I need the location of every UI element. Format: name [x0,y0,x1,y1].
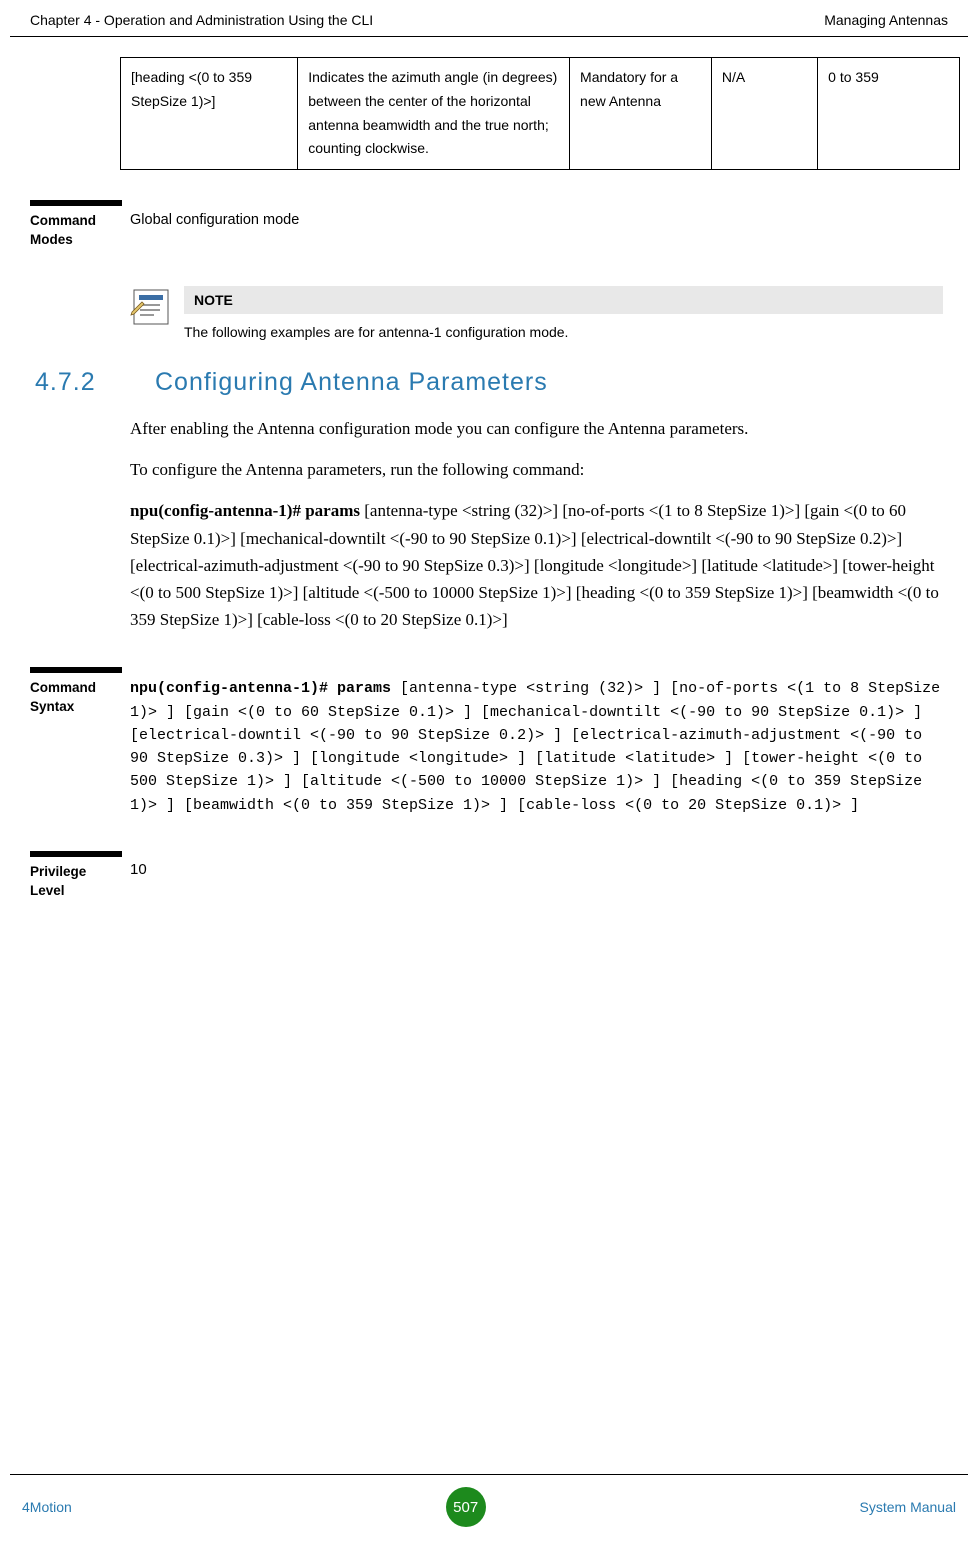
command-syntax-value: npu(config-antenna-1)# params [antenna-t… [122,667,943,817]
footer-left: 4Motion [22,1499,72,1515]
privilege-label: Privilege Level [30,851,122,901]
note-title: NOTE [184,286,943,314]
syntax-rest: [antenna-type <string (32)> ] [no-of-por… [130,680,940,813]
body-command: npu(config-antenna-1)# params [antenna-t… [130,497,943,633]
body-paragraph-1: After enabling the Antenna configuration… [130,415,943,442]
page-footer: 4Motion 507 System Manual [10,1474,968,1535]
section-title: Configuring Antenna Parameters [155,368,548,397]
command-rest: [antenna-type <string (32)>] [no-of-port… [130,501,939,629]
body-paragraph-2: To configure the Antenna parameters, run… [130,456,943,483]
page-number: 507 [453,1499,478,1516]
header-right: Managing Antennas [824,12,948,28]
header-left: Chapter 4 - Operation and Administration… [30,12,373,28]
note-text: The following examples are for antenna-1… [184,314,943,340]
cell-range: 0 to 359 [818,58,960,170]
command-modes-value: Global configuration mode [122,200,943,250]
note-icon [130,286,172,328]
page-content: [heading <(0 to 359 StepSize 1)>] Indica… [0,37,978,901]
command-syntax-block: Command Syntax npu(config-antenna-1)# pa… [30,667,943,817]
cell-parameter: [heading <(0 to 359 StepSize 1)>] [121,58,298,170]
privilege-block: Privilege Level 10 [30,851,943,901]
page-number-badge: 507 [446,1487,486,1527]
page-header: Chapter 4 - Operation and Administration… [10,0,968,37]
syntax-bold: npu(config-antenna-1)# params [130,680,391,697]
parameter-table: [heading <(0 to 359 StepSize 1)>] Indica… [120,57,960,170]
command-bold: npu(config-antenna-1)# params [130,501,360,520]
cell-description: Indicates the azimuth angle (in degrees)… [298,58,570,170]
table-row: [heading <(0 to 359 StepSize 1)>] Indica… [121,58,960,170]
command-syntax-label: Command Syntax [30,667,122,817]
section-number: 4.7.2 [35,368,155,397]
note-block: NOTE The following examples are for ante… [130,286,943,340]
command-modes-block: Command Modes Global configuration mode [30,200,943,250]
section-heading: 4.7.2 Configuring Antenna Parameters [35,368,943,397]
privilege-value: 10 [122,851,943,901]
command-modes-label: Command Modes [30,200,122,250]
footer-right: System Manual [860,1499,956,1515]
cell-presence: Mandatory for a new Antenna [570,58,712,170]
note-body: NOTE The following examples are for ante… [184,286,943,340]
cell-default: N/A [711,58,817,170]
